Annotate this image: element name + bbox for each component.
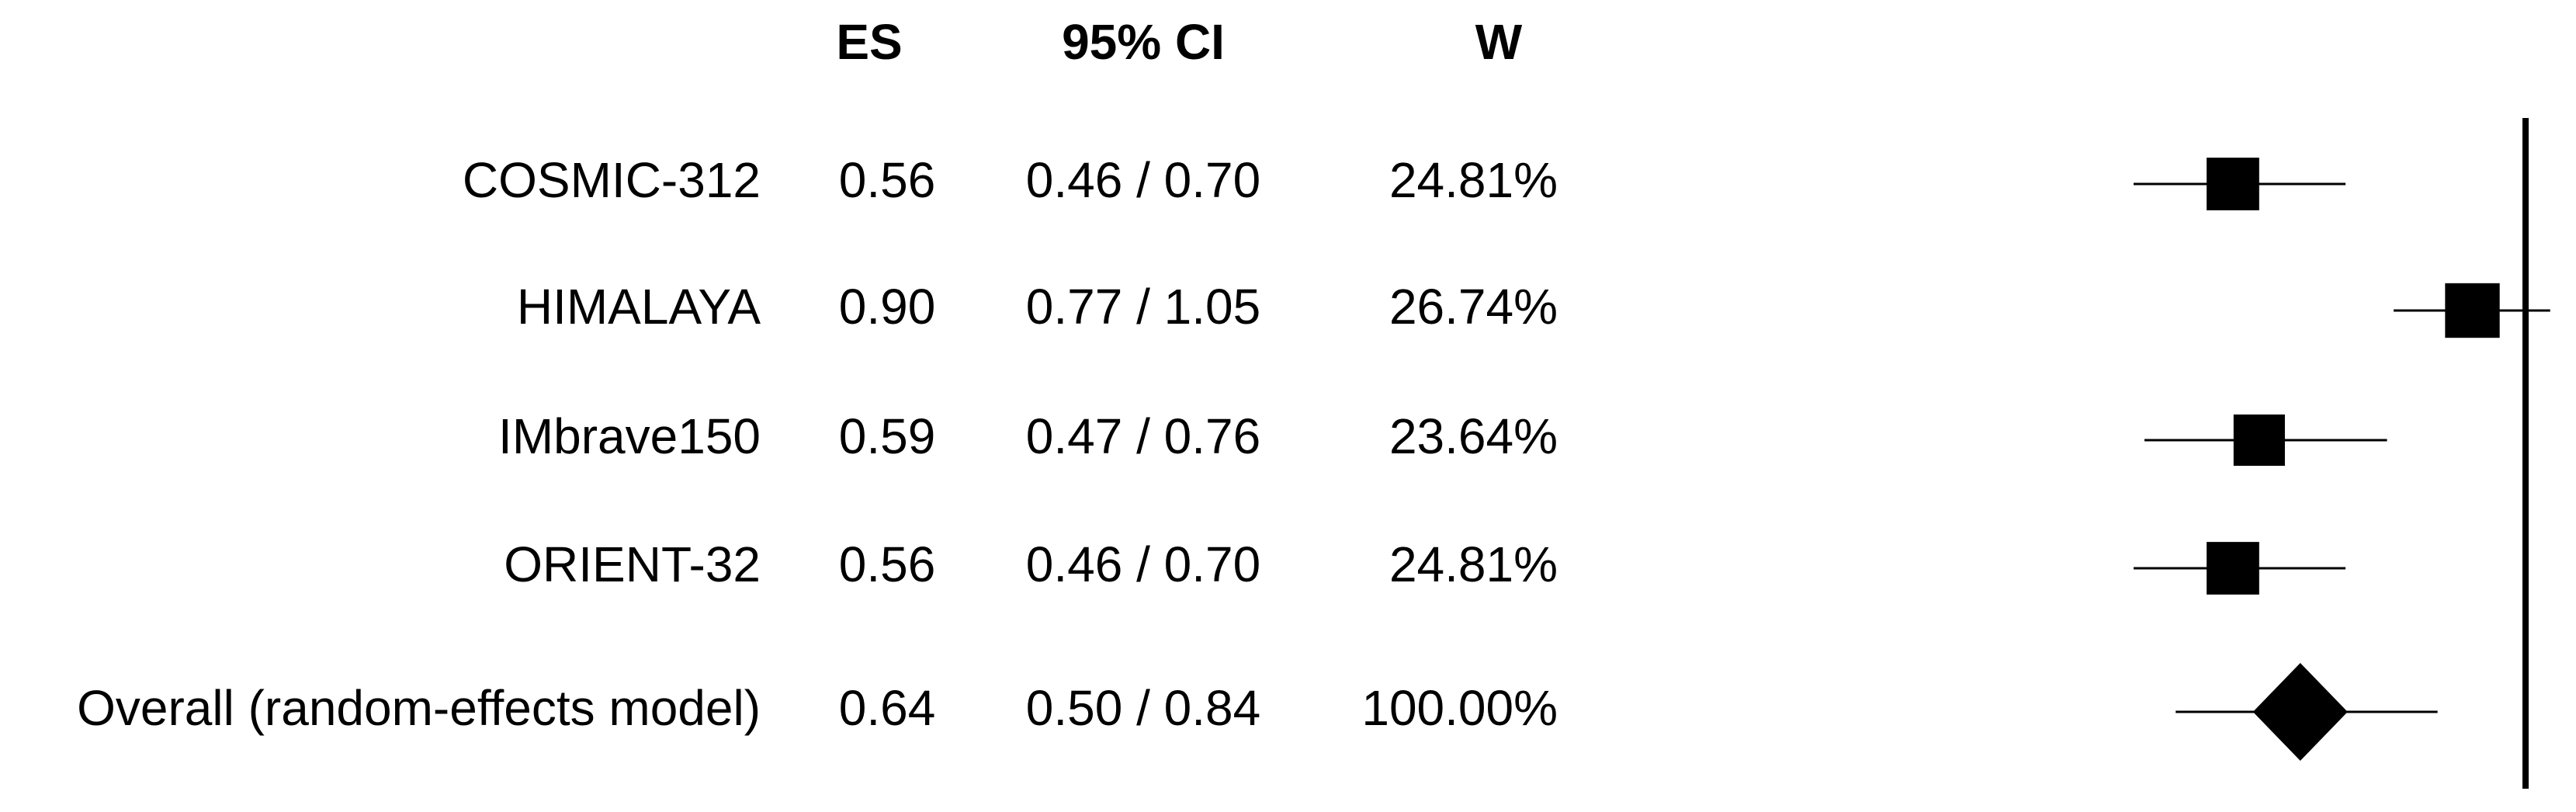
study-name: Overall (random-effects model)	[77, 680, 761, 736]
weight: 24.81%	[1389, 152, 1558, 208]
effect-square	[2207, 542, 2259, 595]
confidence-interval: 0.46 / 0.70	[1026, 152, 1260, 208]
confidence-interval: 0.77 / 1.05	[1026, 279, 1260, 335]
study-name: IMbrave150	[498, 408, 761, 464]
weight: 23.64%	[1389, 408, 1558, 464]
confidence-interval: 0.50 / 0.84	[1026, 680, 1260, 736]
effect-size: 0.59	[839, 408, 936, 464]
effect-square	[2233, 414, 2285, 467]
weight: 24.81%	[1389, 536, 1558, 592]
study-name: COSMIC-312	[463, 152, 761, 208]
confidence-interval: 0.46 / 0.70	[1026, 536, 1260, 592]
confidence-interval: 0.47 / 0.76	[1026, 408, 1260, 464]
effect-square	[2207, 158, 2259, 210]
w-header: W	[1475, 14, 1523, 70]
effect-square	[2445, 283, 2500, 338]
study-name: HIMALAYA	[517, 279, 761, 335]
effect-size: 0.64	[839, 680, 936, 736]
study-name: ORIENT-32	[504, 536, 761, 592]
effect-size: 0.90	[839, 279, 936, 335]
overall-diamond	[2252, 663, 2348, 761]
es-header: ES	[836, 14, 902, 70]
weight: 100.00%	[1361, 680, 1558, 736]
effect-size: 0.56	[839, 536, 936, 592]
ci-header: 95% CI	[1062, 14, 1225, 70]
effect-size: 0.56	[839, 152, 936, 208]
weight: 26.74%	[1389, 279, 1558, 335]
